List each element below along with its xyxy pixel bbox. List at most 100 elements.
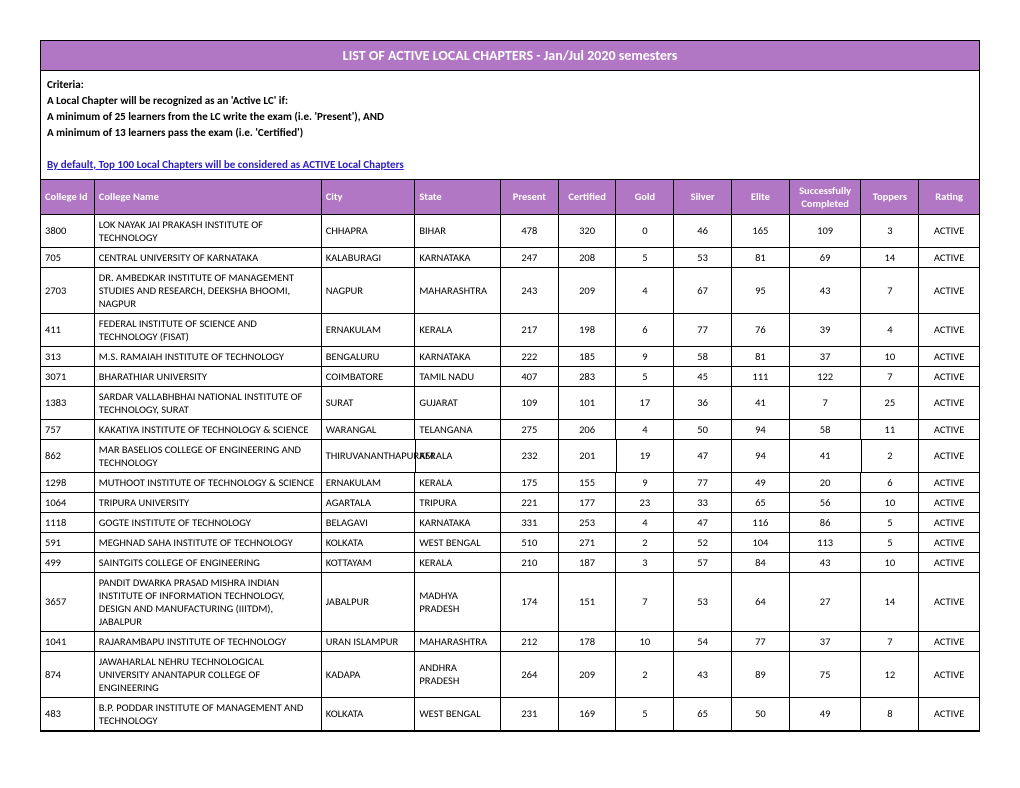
table-cell: 175 xyxy=(501,473,559,493)
table-cell: MADHYA PRADESH xyxy=(415,573,501,632)
table-cell: 116 xyxy=(732,513,790,533)
table-cell: 27 xyxy=(790,573,862,632)
table-cell: 11 xyxy=(861,420,919,440)
table-cell: CHHAPRA xyxy=(322,215,416,248)
col-completed: Successfully Completed xyxy=(790,180,862,215)
table-cell: 113 xyxy=(790,533,862,553)
table-cell: 36 xyxy=(674,387,732,420)
table-cell: SURAT xyxy=(322,387,416,420)
table-cell: 217 xyxy=(501,314,559,347)
table-cell: 243 xyxy=(501,268,559,314)
table-row: 1041RAJARAMBAPU INSTITUTE OF TECHNOLOGYU… xyxy=(41,632,979,652)
table-cell: AGARTALA xyxy=(322,493,416,513)
table-cell: KARNATAKA xyxy=(415,248,501,268)
table-cell: 54 xyxy=(674,632,732,652)
table-cell: ACTIVE xyxy=(919,573,979,632)
table-cell: 6 xyxy=(616,314,674,347)
table-cell: 109 xyxy=(790,215,862,248)
table-cell: 77 xyxy=(674,314,732,347)
table-cell: 1383 xyxy=(41,387,95,420)
table-cell: KALABURAGI xyxy=(322,248,416,268)
table-cell: ACTIVE xyxy=(919,652,979,698)
table-cell: 67 xyxy=(674,268,732,314)
table-cell: MAHARASHTRA xyxy=(415,632,501,652)
table-cell: TRIPURA UNIVERSITY xyxy=(95,493,322,513)
table-cell: ACTIVE xyxy=(919,215,979,248)
table-cell: 253 xyxy=(559,513,617,533)
table-cell: 169 xyxy=(559,698,617,731)
table-row: 874JAWAHARLAL NEHRU TECHNOLOGICAL UNIVER… xyxy=(41,652,979,698)
table-header-row: College Id College Name City State Prese… xyxy=(41,180,979,215)
table-cell: ACTIVE xyxy=(919,248,979,268)
table-cell: 247 xyxy=(501,248,559,268)
table-cell: 23 xyxy=(616,493,674,513)
table-cell: 53 xyxy=(674,248,732,268)
table-row: 3657PANDIT DWARKA PRASAD MISHRA INDIAN I… xyxy=(41,573,979,632)
table-cell: 12 xyxy=(861,652,919,698)
table-cell: 57 xyxy=(674,553,732,573)
table-cell: 4 xyxy=(616,513,674,533)
table-cell: 95 xyxy=(732,268,790,314)
criteria-line-1: A Local Chapter will be recognized as an… xyxy=(47,93,973,109)
table-cell: 5 xyxy=(861,533,919,553)
table-cell: ACTIVE xyxy=(919,513,979,533)
table-row: 1298MUTHOOT INSTITUTE OF TECHNOLOGY & SC… xyxy=(41,473,979,493)
table-cell: ACTIVE xyxy=(919,440,979,473)
table-cell: 81 xyxy=(732,248,790,268)
table-cell: 41 xyxy=(732,387,790,420)
table-cell: 10 xyxy=(616,632,674,652)
table-cell: 155 xyxy=(559,473,617,493)
criteria-heading: Criteria: xyxy=(47,77,973,93)
table-cell: 198 xyxy=(559,314,617,347)
table-cell: 151 xyxy=(559,573,617,632)
table-cell: 101 xyxy=(559,387,617,420)
table-cell: 43 xyxy=(790,553,862,573)
table-cell: 4 xyxy=(861,314,919,347)
table-cell: 212 xyxy=(501,632,559,652)
table-cell: 75 xyxy=(790,652,862,698)
criteria-line-3: A minimum of 13 learners pass the exam (… xyxy=(47,125,973,141)
table-cell: 483 xyxy=(41,698,95,731)
table-cell: ACTIVE xyxy=(919,347,979,367)
table-cell: ACTIVE xyxy=(919,473,979,493)
table-cell: 5 xyxy=(616,248,674,268)
table-cell: 81 xyxy=(732,347,790,367)
table-cell: 3 xyxy=(616,553,674,573)
table-cell: CENTRAL UNIVERSITY OF KARNATAKA xyxy=(95,248,322,268)
table-cell: ACTIVE xyxy=(919,698,979,731)
table-cell: 94 xyxy=(732,440,790,473)
col-silver: Silver xyxy=(674,180,732,215)
table-cell: 208 xyxy=(559,248,617,268)
table-cell: WEST BENGAL xyxy=(415,533,501,553)
table-cell: 20 xyxy=(790,473,862,493)
table-cell: 49 xyxy=(732,473,790,493)
table-cell: 407 xyxy=(501,367,559,387)
table-cell: ACTIVE xyxy=(919,314,979,347)
table-cell: 7 xyxy=(861,367,919,387)
table-cell: 19 xyxy=(617,440,675,473)
table-cell: 209 xyxy=(559,268,617,314)
table-cell: 17 xyxy=(616,387,674,420)
table-cell: WEST BENGAL xyxy=(415,698,501,731)
table-cell: 43 xyxy=(674,652,732,698)
table-cell: 56 xyxy=(790,493,862,513)
table-cell: MAR BASELIOS COLLEGE OF ENGINEERING AND … xyxy=(95,440,322,473)
table-cell: 7 xyxy=(616,573,674,632)
col-state: State xyxy=(415,180,501,215)
table-cell: 86 xyxy=(790,513,862,533)
table-cell: KERALA xyxy=(415,314,501,347)
col-toppers: Toppers xyxy=(861,180,919,215)
col-certified: Certified xyxy=(559,180,617,215)
table-cell: 25 xyxy=(861,387,919,420)
table-cell: 313 xyxy=(41,347,95,367)
table-cell: 84 xyxy=(732,553,790,573)
table-cell: ACTIVE xyxy=(919,533,979,553)
table-cell: SARDAR VALLABHBHAI NATIONAL INSTITUTE OF… xyxy=(95,387,322,420)
table-cell: 111 xyxy=(732,367,790,387)
table-cell: ACTIVE xyxy=(919,387,979,420)
table-cell: 7 xyxy=(790,387,862,420)
table-cell: 10 xyxy=(861,493,919,513)
table-cell: RAJARAMBAPU INSTITUTE OF TECHNOLOGY xyxy=(95,632,322,652)
col-gold: Gold xyxy=(616,180,674,215)
table-cell: 76 xyxy=(732,314,790,347)
